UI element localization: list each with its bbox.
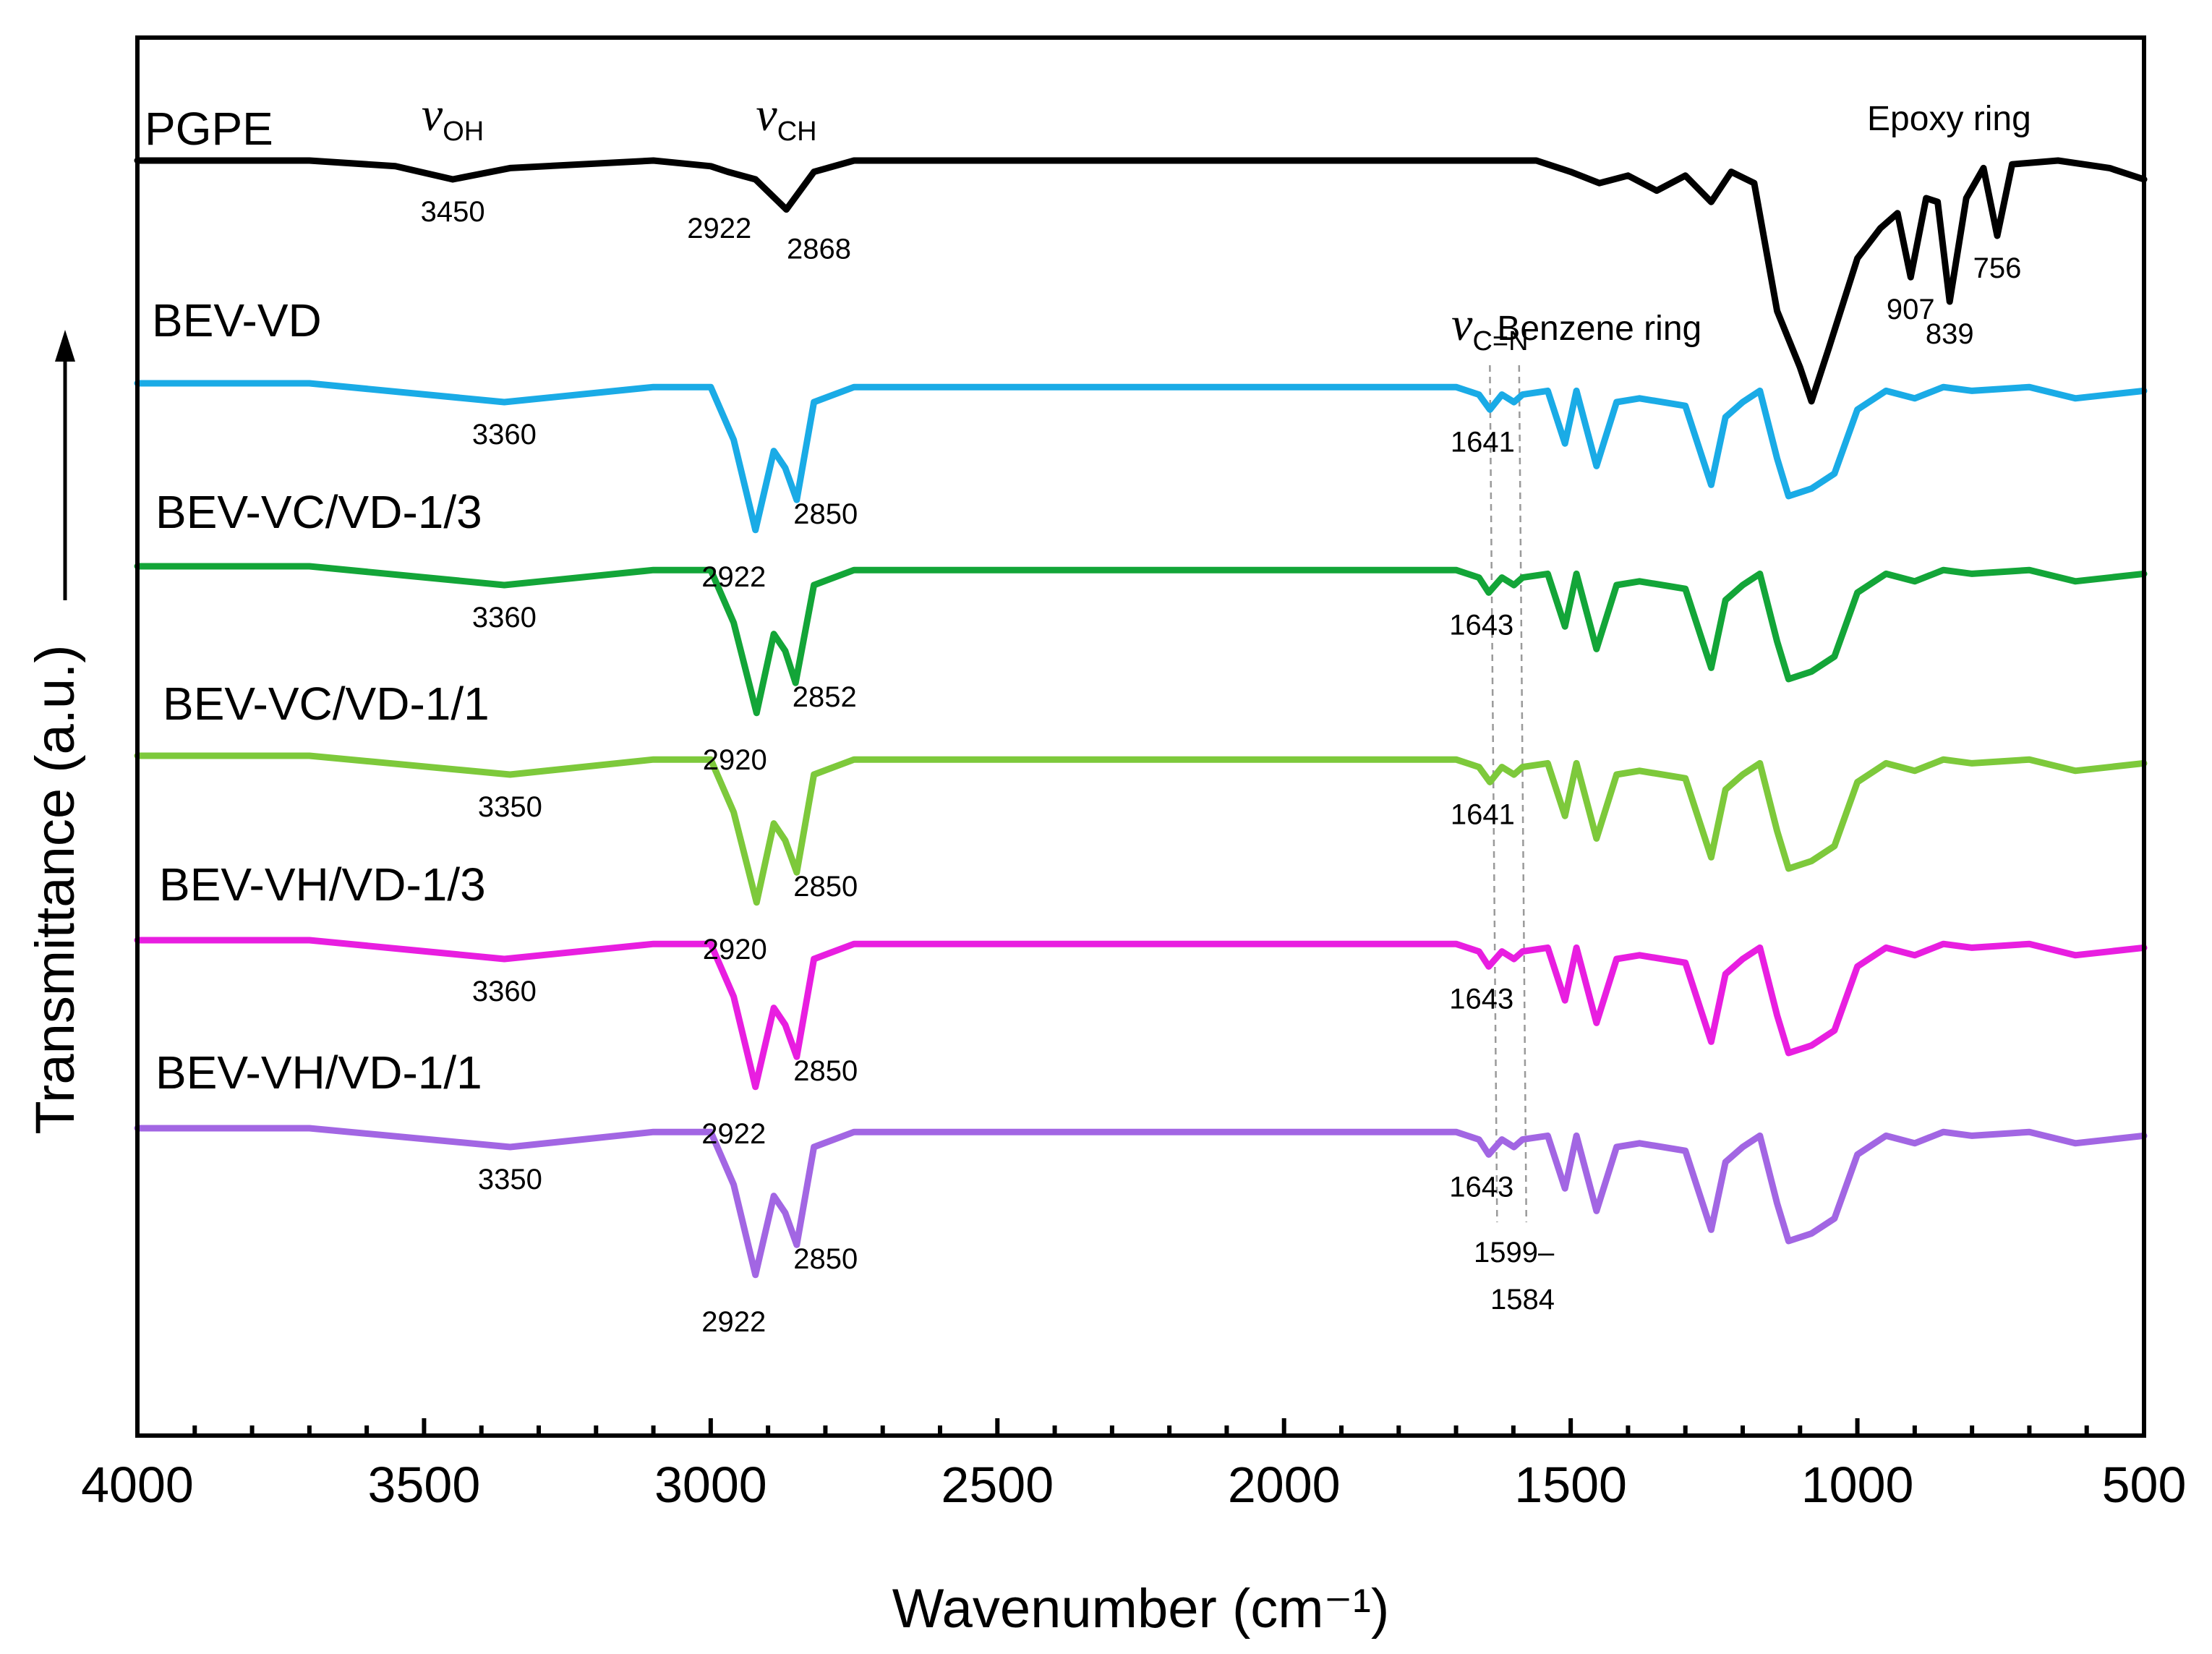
peak-label: 2922 — [687, 213, 751, 244]
band-symbol-oh: vOH — [422, 88, 484, 147]
peak-label: 2922 — [701, 1306, 766, 1338]
peak-label: 3350 — [478, 1164, 542, 1195]
series-name-label: BEV-VC/VD-1/3 — [155, 486, 482, 538]
x-axis-title: Wavenumber (cm⁻¹) — [892, 1578, 1390, 1640]
x-tick-label: 4000 — [81, 1457, 194, 1513]
band-annotation: Benzene ring — [1497, 310, 1701, 348]
y-axis-title-group: Transmittance (a.u.) — [25, 330, 86, 1135]
peak-label: 907 — [1887, 294, 1935, 325]
x-axis-ticks — [135, 1418, 2146, 1436]
peak-label: 2852 — [793, 681, 857, 713]
x-tick-label: 2000 — [1228, 1457, 1341, 1513]
peak-label: 3360 — [472, 602, 537, 634]
band-annotation: 1599– — [1474, 1237, 1555, 1269]
band-symbol-cn: vC=N — [1451, 298, 1528, 357]
x-tick-label: 3500 — [368, 1457, 481, 1513]
series-name-label: BEV-VH/VD-1/3 — [159, 858, 486, 911]
y-axis-title: Transmittance (a.u.) — [25, 644, 86, 1134]
peak-label: 3360 — [472, 419, 537, 451]
peak-label: 2920 — [703, 744, 767, 776]
peak-label: 2850 — [793, 1055, 858, 1087]
peak-label: 2850 — [793, 1243, 858, 1275]
x-tick-label: 1000 — [1801, 1457, 1914, 1513]
peak-label: 2850 — [793, 498, 858, 530]
peak-label: 1641 — [1451, 798, 1515, 830]
peak-label: 839 — [1926, 318, 1974, 350]
x-tick-label: 2500 — [941, 1457, 1054, 1513]
series-line-bev-vd — [134, 380, 2148, 534]
x-axis-tick-labels: 4000 3500 3000 2500 2000 1500 1000 500 — [81, 1457, 2186, 1513]
reference-line-1641 — [1489, 365, 1498, 1223]
x-tick-label: 3000 — [654, 1457, 767, 1513]
series-name-label: BEV-VH/VD-1/1 — [155, 1046, 482, 1099]
peak-label: 2868 — [787, 234, 851, 265]
series-name-label: BEV-VC/VD-1/1 — [163, 678, 490, 730]
peak-label: 3450 — [421, 196, 485, 228]
series-line-bev-vh-vd-1-3 — [134, 937, 2148, 1091]
reference-lines — [1489, 365, 1528, 1223]
peak-label: 1643 — [1449, 1171, 1513, 1203]
x-tick-label: 500 — [2102, 1457, 2187, 1513]
series-line-bev-vh-vd-1-1 — [134, 1125, 2148, 1279]
band-annotation: Epoxy ring — [1867, 100, 2031, 138]
x-tick-label: 1500 — [1514, 1457, 1627, 1513]
peak-label: 1643 — [1449, 609, 1513, 641]
peak-label: 2920 — [703, 934, 767, 965]
peak-label: 2922 — [701, 561, 766, 593]
series-name-label: BEV-VD — [152, 294, 322, 346]
peak-label: 3350 — [478, 791, 542, 823]
peak-label: 2922 — [701, 1118, 766, 1150]
band-annotation: 1584 — [1490, 1284, 1555, 1316]
reference-line-1590 — [1518, 365, 1528, 1223]
peak-label: 756 — [1973, 252, 2022, 284]
series-line-bev-vc-vd-1-1 — [134, 752, 2148, 906]
series-line-pgpe — [134, 157, 2148, 405]
series-line-bev-vc-vd-1-3 — [134, 563, 2148, 717]
series-name-label: PGPE — [145, 103, 273, 155]
series-names: PGPE BEV-VD BEV-VC/VD-1/3 BEV-VC/VD-1/1 BEV-… — [145, 103, 490, 1099]
peak-label: 3360 — [472, 976, 537, 1007]
plot-frame — [135, 35, 2146, 1438]
peak-label: 1641 — [1451, 426, 1515, 458]
band-symbol-ch: vCH — [756, 88, 816, 147]
y-axis-arrow-head — [55, 330, 75, 362]
spectra-traces — [134, 157, 2148, 1279]
peak-label: 1643 — [1449, 983, 1513, 1015]
peak-label: 2850 — [793, 871, 858, 903]
